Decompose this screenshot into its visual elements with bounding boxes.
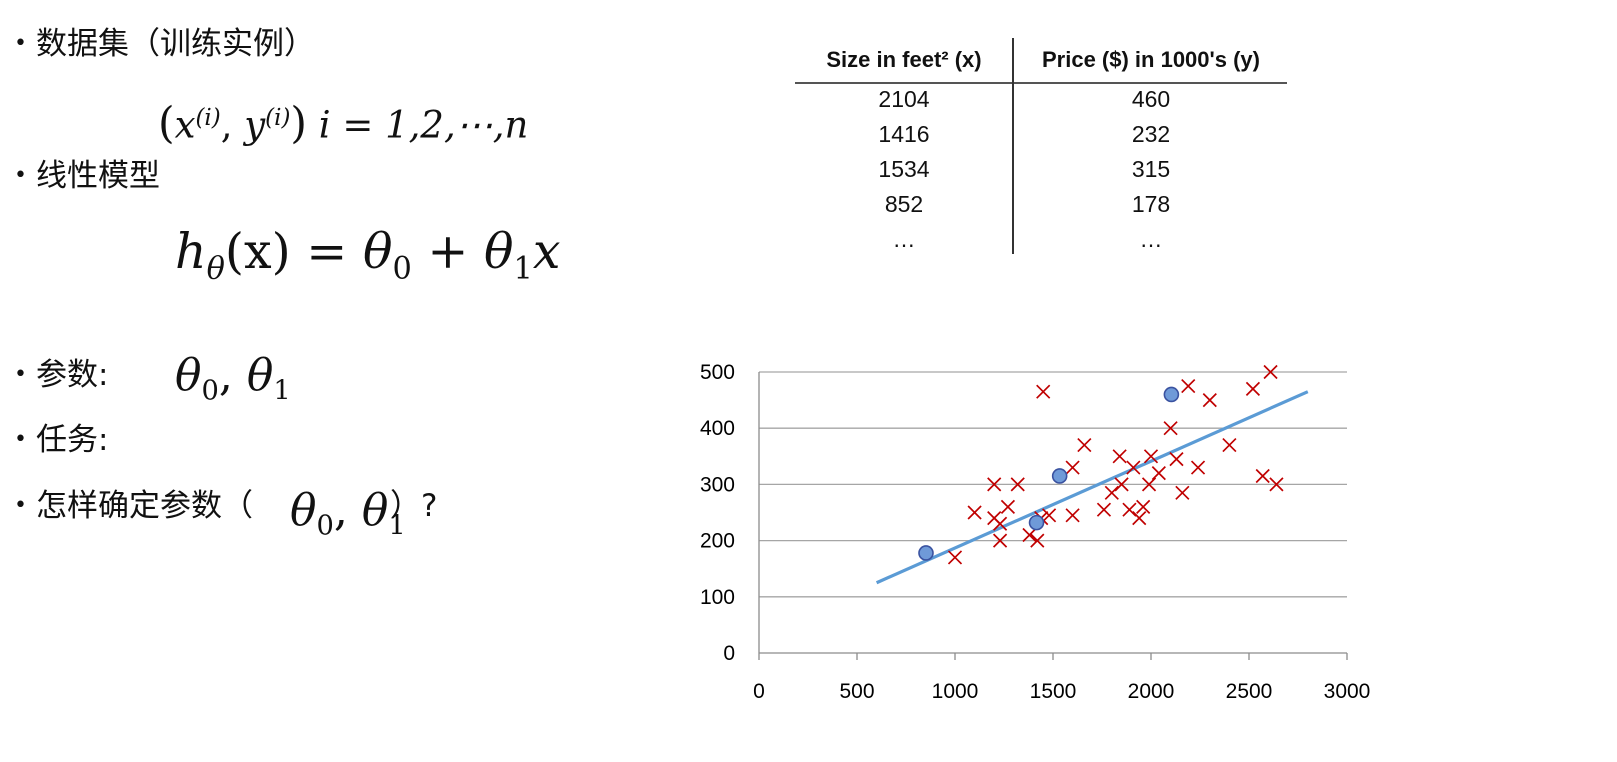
data-point-cross <box>1132 511 1147 526</box>
params-theta-pair: θ0, θ1 <box>175 350 291 407</box>
data-point-cross <box>1190 460 1206 475</box>
bullet-task: • 任务: <box>14 420 108 460</box>
x-tick-label: 2500 <box>1226 680 1273 703</box>
y-tick-label: 0 <box>723 642 735 665</box>
data-point-circle <box>918 545 934 561</box>
data-point-cross <box>1136 499 1151 514</box>
data-point-cross <box>992 533 1008 548</box>
data-point-cross <box>1163 421 1178 436</box>
table-column-price: Price ($) in 1000's (y) 460 232 315 178 … <box>1015 38 1287 257</box>
table-cell: 178 <box>1131 191 1171 217</box>
y-tick-label: 100 <box>700 586 735 609</box>
table-cell: 2104 <box>878 86 930 112</box>
data-point-cross <box>992 516 1008 531</box>
table-cell: … <box>1139 226 1163 252</box>
y-tick-label: 400 <box>700 417 735 440</box>
table-header-size: Size in feet² (x) <box>826 47 982 72</box>
bullet-dot: • <box>14 427 27 452</box>
regression-line <box>875 390 1309 585</box>
bullet-linear-model: • 线性模型 <box>14 156 160 196</box>
data-point-cross <box>1022 527 1037 543</box>
data-point-cross <box>1041 508 1057 523</box>
x-tick-label: 0 <box>753 680 765 703</box>
y-tick-label: 500 <box>700 361 735 384</box>
table-cell: 315 <box>1131 156 1171 182</box>
data-point-circle <box>1051 468 1068 484</box>
bullet-dataset-label: 数据集（训练实例） <box>36 26 315 62</box>
x-tick-label: 500 <box>839 680 874 703</box>
table-cell: … <box>892 226 916 252</box>
table-column-rule <box>1012 38 1014 254</box>
x-tick-label: 2000 <box>1128 680 1175 703</box>
formula-hypothesis: hθ(x) = θ0 + θ1x <box>175 223 561 287</box>
data-point-cross <box>1096 502 1112 517</box>
bullet-params: • 参数: <box>14 355 108 395</box>
data-point-cross <box>1112 449 1127 464</box>
formula-dataset: (x(i), y(i)) i = 1,2,⋯,n <box>158 99 529 149</box>
table-cell: 1534 <box>878 156 930 182</box>
table-cell: 232 <box>1131 121 1171 147</box>
bullet-dot: • <box>14 31 27 56</box>
table-cell: 852 <box>884 191 924 217</box>
data-point-cross <box>1181 378 1196 394</box>
data-point-cross <box>1255 468 1270 484</box>
table-cell: 1416 <box>878 121 930 147</box>
table-cell: 460 <box>1131 86 1171 112</box>
bullet-how-to-label: 怎样确定参数（ <box>36 488 253 524</box>
bullet-dot: • <box>14 362 27 387</box>
x-tick-label: 1000 <box>932 680 979 703</box>
data-point-cross <box>987 477 1002 492</box>
data-point-cross <box>1126 460 1141 475</box>
bullet-dot: • <box>14 163 27 188</box>
data-point-cross <box>1030 533 1045 548</box>
bullet-dataset: • 数据集（训练实例） <box>14 24 315 64</box>
bullet-linear-model-label: 线性模型 <box>36 158 160 194</box>
data-point-cross <box>1000 499 1016 514</box>
data-point-cross <box>1065 460 1080 475</box>
how-to-theta-pair: θ0, θ1 <box>290 485 406 542</box>
data-point-circle <box>1028 514 1045 531</box>
data-point-cross <box>967 505 982 520</box>
bullet-task-label: 任务: <box>36 422 109 458</box>
data-point-cross <box>1104 485 1119 500</box>
formula-index-range: i = 1,2,⋯,n <box>318 103 529 147</box>
x-tick-label: 3000 <box>1324 680 1371 703</box>
x-tick-label: 1500 <box>1030 680 1077 703</box>
data-point-cross <box>1169 452 1184 467</box>
data-point-cross <box>1036 384 1051 399</box>
training-data-table: Size in feet² (x) 2104 1416 1534 852 … P… <box>795 38 1287 258</box>
bullet-params-label: 参数: <box>36 357 109 393</box>
data-point-cross <box>1065 508 1080 523</box>
data-point-cross <box>1263 364 1278 380</box>
data-point-cross <box>947 550 963 565</box>
y-tick-label: 300 <box>700 473 735 496</box>
table-column-size: Size in feet² (x) 2104 1416 1534 852 … <box>795 38 1013 257</box>
y-tick-label: 200 <box>700 530 735 553</box>
data-point-cross <box>1143 449 1159 464</box>
data-point-circle <box>1163 386 1180 403</box>
data-point-cross <box>1269 477 1284 492</box>
data-point-cross <box>1010 477 1025 492</box>
table-header-rule <box>795 82 1287 84</box>
table-header-price: Price ($) in 1000's (y) <box>1041 47 1260 72</box>
bullet-dot: • <box>14 493 27 518</box>
scatter-chart: 0 100 200 300 400 500 0 500 1000 1500 2000 2500 3000 <box>700 361 1371 703</box>
data-point-cross <box>1175 485 1190 500</box>
data-point-cross <box>1114 477 1129 492</box>
data-point-cross <box>1202 392 1217 408</box>
bullet-how-to: • 怎样确定参数（ <box>14 486 253 526</box>
data-point-cross <box>1245 381 1261 396</box>
data-point-cross <box>1222 437 1237 453</box>
data-point-cross <box>1141 477 1157 492</box>
data-point-cross <box>1077 437 1092 453</box>
data-point-cross <box>1122 502 1137 517</box>
data-point-cross <box>1151 466 1166 481</box>
how-to-tail: ）? <box>390 488 438 524</box>
